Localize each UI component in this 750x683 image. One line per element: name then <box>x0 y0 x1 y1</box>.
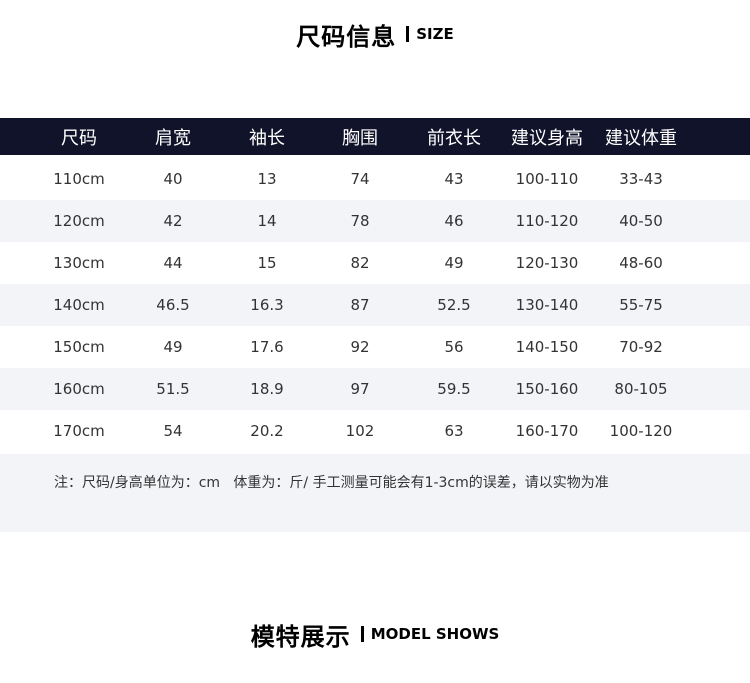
column-header: 建议体重 <box>605 127 677 149</box>
table-cell: 82 <box>350 254 370 272</box>
table-cell: 14 <box>257 212 277 230</box>
table-cell: 170cm <box>53 422 105 440</box>
model-title-en: MODEL SHOWS <box>370 625 500 643</box>
table-cell: 120cm <box>53 212 105 230</box>
table-cell: 102 <box>345 422 375 440</box>
column-header: 肩宽 <box>155 127 191 149</box>
table-cell: 42 <box>163 212 183 230</box>
table-row: 170cm 54 20.2 102 63 160-170 100-120 <box>0 410 750 452</box>
column-header: 建议身高 <box>511 127 583 149</box>
table-cell: 74 <box>350 170 370 188</box>
table-cell: 40 <box>163 170 183 188</box>
table-cell: 51.5 <box>156 380 190 398</box>
size-section-title: 尺码信息 SIZE <box>0 18 750 51</box>
table-cell: 48-60 <box>619 254 663 272</box>
column-header: 胸围 <box>342 127 378 149</box>
table-cell: 110cm <box>53 170 105 188</box>
table-cell: 78 <box>350 212 370 230</box>
size-title-cn: 尺码信息 <box>296 22 397 51</box>
table-cell: 49 <box>444 254 464 272</box>
table-cell: 55-75 <box>619 296 663 314</box>
table-cell: 150cm <box>53 338 105 356</box>
table-cell: 140-150 <box>515 338 579 356</box>
table-cell: 160-170 <box>515 422 579 440</box>
table-cell: 13 <box>257 170 277 188</box>
model-section-title: 模特展示 MODEL SHOWS <box>0 616 750 652</box>
table-cell: 17.6 <box>250 338 284 356</box>
table-cell: 120-130 <box>515 254 579 272</box>
column-header: 袖长 <box>249 127 285 149</box>
title-divider <box>406 26 410 42</box>
table-cell: 110-120 <box>515 212 579 230</box>
table-cell: 46.5 <box>156 296 190 314</box>
table-cell: 100-120 <box>609 422 673 440</box>
table-cell: 52.5 <box>437 296 471 314</box>
column-header: 前衣长 <box>427 127 481 149</box>
table-cell: 160cm <box>53 380 105 398</box>
table-cell: 130-140 <box>515 296 579 314</box>
table-cell: 56 <box>444 338 464 356</box>
note-text: 注：尺码/身高单位为：cm 体重为：斤/ 手工测量可能会有1-3cm的误差，请以… <box>54 475 609 491</box>
model-title-cn: 模特展示 <box>250 622 351 651</box>
table-row: 120cm 42 14 78 46 110-120 40-50 <box>0 200 750 242</box>
table-cell: 46 <box>444 212 464 230</box>
table-cell: 16.3 <box>250 296 284 314</box>
table-cell: 33-43 <box>619 170 663 188</box>
table-cell: 130cm <box>53 254 105 272</box>
table-cell: 59.5 <box>437 380 471 398</box>
title-divider <box>360 626 364 642</box>
column-header: 尺码 <box>61 127 97 149</box>
table-cell: 20.2 <box>250 422 284 440</box>
table-cell: 97 <box>350 380 370 398</box>
table-cell: 80-105 <box>614 380 668 398</box>
table-cell: 18.9 <box>250 380 284 398</box>
table-cell: 54 <box>163 422 183 440</box>
table-row: 160cm 51.5 18.9 97 59.5 150-160 80-105 <box>0 368 750 410</box>
table-row: 130cm 44 15 82 49 120-130 48-60 <box>0 242 750 284</box>
size-table-header: 尺码 肩宽 袖长 胸围 前衣长 建议身高 建议体重 <box>0 118 750 155</box>
table-cell: 44 <box>163 254 183 272</box>
table-cell: 40-50 <box>619 212 663 230</box>
table-cell: 70-92 <box>619 338 663 356</box>
table-cell: 100-110 <box>515 170 579 188</box>
table-cell: 15 <box>257 254 277 272</box>
table-cell: 49 <box>163 338 183 356</box>
table-cell: 63 <box>444 422 464 440</box>
table-cell: 92 <box>350 338 370 356</box>
table-cell: 150-160 <box>515 380 579 398</box>
table-cell: 140cm <box>53 296 105 314</box>
table-cell: 87 <box>350 296 370 314</box>
table-cell: 43 <box>444 170 464 188</box>
note-box: 注：尺码/身高单位为：cm 体重为：斤/ 手工测量可能会有1-3cm的误差，请以… <box>0 454 750 532</box>
table-row: 140cm 46.5 16.3 87 52.5 130-140 55-75 <box>0 284 750 326</box>
table-row: 110cm 40 13 74 43 100-110 33-43 <box>0 158 750 200</box>
table-row: 150cm 49 17.6 92 56 140-150 70-92 <box>0 326 750 368</box>
size-title-en: SIZE <box>416 25 454 43</box>
